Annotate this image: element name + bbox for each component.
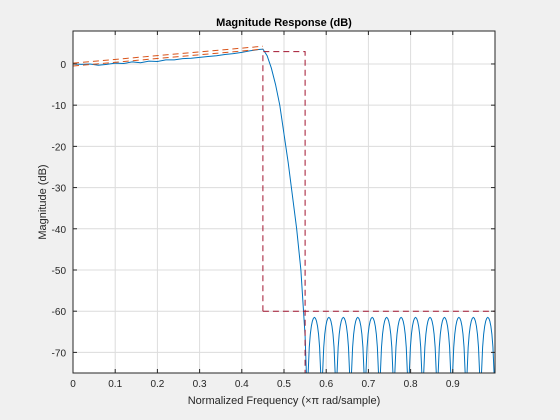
x-tick-label: 0.6: [319, 379, 333, 390]
y-tick-label: 0: [60, 60, 66, 71]
series-line: [73, 48, 307, 373]
series-line: [73, 45, 263, 64]
x-tick-label: 0.7: [361, 379, 375, 390]
y-tick-label: -50: [52, 266, 67, 277]
y-tick-label: -10: [52, 101, 67, 112]
plot-series: [73, 45, 495, 373]
x-tick-label: 0.4: [235, 379, 249, 390]
x-tick-label: 0.8: [404, 379, 418, 390]
x-tick-label: 0.5: [277, 379, 291, 390]
y-axis-label: Magnitude (dB): [37, 164, 49, 239]
y-tick-label: -30: [52, 184, 67, 195]
y-tick-label: -60: [52, 307, 67, 318]
y-tick-label: -20: [52, 142, 67, 153]
x-tick-label: 0.3: [193, 379, 207, 390]
series-line: [262, 51, 306, 373]
x-tick-label: 0.9: [446, 379, 460, 390]
x-axis-label: Normalized Frequency (×π rad/sample): [188, 395, 381, 407]
x-tick-label: 0: [70, 379, 76, 390]
y-tick-label: -40: [52, 225, 67, 236]
y-tick-label: -70: [52, 348, 67, 359]
chart-title: Magnitude Response (dB): [216, 17, 352, 29]
x-tick-label: 0.1: [108, 379, 122, 390]
stopband-lobes: [307, 316, 495, 373]
series-line: [73, 48, 263, 67]
x-tick-label: 0.2: [150, 379, 164, 390]
